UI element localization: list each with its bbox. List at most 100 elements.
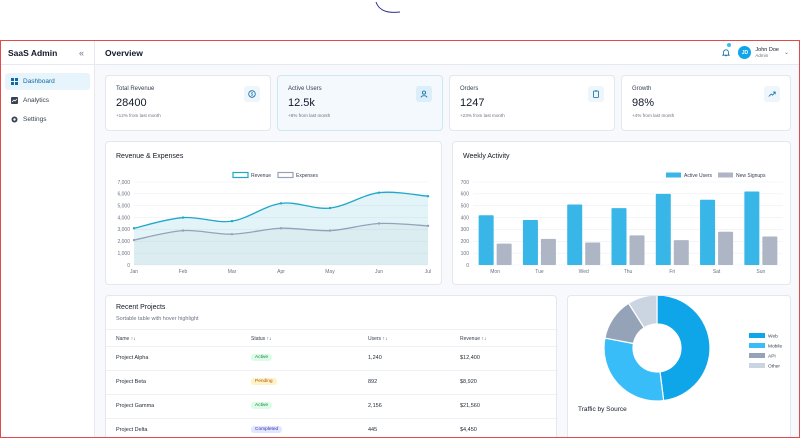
revenue-line-chart[interactable]: 0 1,000 2,000 3,000 4,000 5,000 6,000 7,000 Jan F… — [106, 142, 443, 286]
trend-up-icon — [764, 86, 780, 102]
bar-new-signups — [762, 236, 778, 265]
traffic-donut-chart[interactable]: Web Mobile API Other — [568, 296, 792, 438]
data-point — [132, 238, 136, 242]
x-tick-label: Jul — [425, 269, 431, 275]
status-badge: Pending — [251, 378, 277, 385]
legend-swatch — [749, 333, 765, 338]
table-row[interactable]: Project Delta Completed 445 $4,450 — [106, 418, 558, 437]
stat-change: +8% from last month — [288, 113, 331, 118]
project-name: Project Beta — [116, 379, 146, 385]
data-point — [328, 206, 332, 210]
revenue-chart-card: Revenue & Expenses 0 1,000 2,000 3,000 4,000… — [105, 141, 442, 285]
x-tick-label: Mar — [228, 269, 237, 275]
chevron-down-icon[interactable]: ⌄ — [783, 50, 789, 56]
project-users: 1,240 — [368, 355, 382, 361]
legend-label: Web — [768, 334, 778, 340]
legend-label: Other — [768, 364, 780, 370]
avatar[interactable]: JD — [738, 46, 752, 59]
y-tick-label: 400 — [461, 215, 470, 221]
stat-change: +12% from last month — [116, 113, 161, 118]
column-header-users[interactable]: Users ↑↓ — [368, 336, 388, 342]
row-divider — [106, 346, 558, 347]
data-point — [279, 227, 283, 230]
column-header-status[interactable]: Status ↑↓ — [251, 336, 272, 342]
legend-label: New Signups — [736, 173, 766, 179]
status-badge: Active — [251, 402, 273, 409]
sidebar-item-label: Settings — [23, 116, 47, 123]
legend-swatch — [749, 353, 765, 358]
bar-new-signups — [585, 242, 601, 265]
data-point — [132, 227, 136, 230]
sidebar-item-analytics[interactable]: Analytics — [5, 92, 90, 109]
table-row[interactable]: Project Beta Pending 892 $8,920 — [106, 370, 558, 394]
bar-new-signups — [540, 238, 556, 265]
data-point — [230, 219, 234, 223]
sidebar-nav: Dashboard Analytics Settings — [1, 65, 94, 138]
table-row[interactable]: Project Gamma Active 2,156 $21,560 — [106, 394, 558, 418]
x-tick-label: May — [325, 269, 335, 275]
brand-title: SaaS Admin — [8, 47, 58, 58]
stat-value: 12.5k — [288, 97, 315, 109]
stat-card-orders[interactable]: Orders 1247 +23% from last month — [449, 75, 615, 131]
project-revenue: $21,560 — [460, 403, 480, 409]
data-point — [181, 216, 185, 219]
legend-swatch — [749, 363, 765, 368]
legend-label: API — [768, 354, 776, 360]
chart-title: Revenue & Expenses — [116, 153, 184, 160]
sidebar-item-settings[interactable]: Settings — [5, 111, 90, 128]
stat-card-users[interactable]: Active Users 12.5k +8% from last month — [277, 75, 443, 131]
y-tick-label: 5,000 — [117, 204, 130, 210]
y-tick-label: 3,000 — [117, 227, 130, 233]
stat-card-revenue[interactable]: Total Revenue 28400 +12% from last month… — [105, 75, 271, 131]
gear-icon — [11, 116, 18, 123]
user-info[interactable]: John Doe Admin — [755, 47, 779, 59]
sidebar-item-dashboard[interactable]: Dashboard — [5, 73, 90, 90]
y-tick-label: 200 — [461, 239, 470, 245]
bar-active-users — [611, 208, 627, 265]
x-tick-label: Feb — [179, 269, 188, 275]
stat-card-growth[interactable]: Growth 98% +4% from last month — [621, 75, 791, 131]
column-header-name[interactable]: Name ↑↓ — [116, 336, 136, 342]
project-name: Project Gamma — [116, 403, 155, 409]
y-tick-label: 7,000 — [117, 180, 130, 186]
x-tick-label: Wed — [579, 269, 589, 275]
table-row[interactable]: Project Alpha Active 1,240 $12,400 — [106, 346, 558, 370]
y-tick-label: 0 — [127, 263, 130, 269]
y-tick-label: 6,000 — [117, 192, 130, 198]
legend-label: Active Users — [684, 173, 713, 179]
slice-other — [627, 296, 658, 329]
chart-title: Weekly Activity — [463, 153, 510, 160]
collapse-icon[interactable]: « — [78, 47, 84, 58]
x-tick-label: Tue — [535, 269, 544, 275]
data-point — [328, 229, 332, 232]
x-tick-label: Sat — [713, 269, 721, 275]
legend-swatch — [232, 171, 249, 179]
column-header-revenue[interactable]: Revenue ↑↓ — [460, 336, 487, 342]
data-point — [426, 224, 430, 228]
row-divider — [106, 370, 558, 371]
pen-scribble — [375, 1, 401, 13]
stat-change: +4% from last month — [632, 113, 675, 118]
dollar-icon: $ — [244, 86, 260, 102]
y-tick-label: 600 — [461, 192, 470, 198]
project-users: 892 — [368, 379, 378, 385]
stat-value: 98% — [632, 97, 655, 109]
traffic-chart-card: Traffic by Source Web Mobile API Other — [567, 295, 792, 438]
weekly-bar-chart[interactable]: 0 100 200 300 400 500 600 700 Mon Tue Wed Thu Fri Sat… — [453, 142, 792, 286]
slice-mobile — [603, 337, 665, 402]
notification-button[interactable] — [722, 42, 732, 62]
x-tick-label: Sun — [756, 269, 765, 275]
row-divider — [106, 418, 558, 419]
notification-dot — [727, 42, 732, 47]
stat-label: Active Users — [288, 86, 322, 92]
legend-swatch — [277, 171, 294, 179]
project-users: 2,156 — [368, 403, 382, 409]
legend-label: Mobile — [768, 344, 782, 350]
y-tick-label: 4,000 — [117, 215, 130, 221]
bar-new-signups — [673, 240, 689, 265]
stat-label: Growth — [632, 86, 652, 92]
main-area: Overview JD John Doe Admin ⌄ Tota — [95, 41, 799, 438]
bar-new-signups — [718, 231, 734, 265]
y-tick-label: 1,000 — [117, 251, 130, 257]
data-point — [377, 191, 381, 194]
